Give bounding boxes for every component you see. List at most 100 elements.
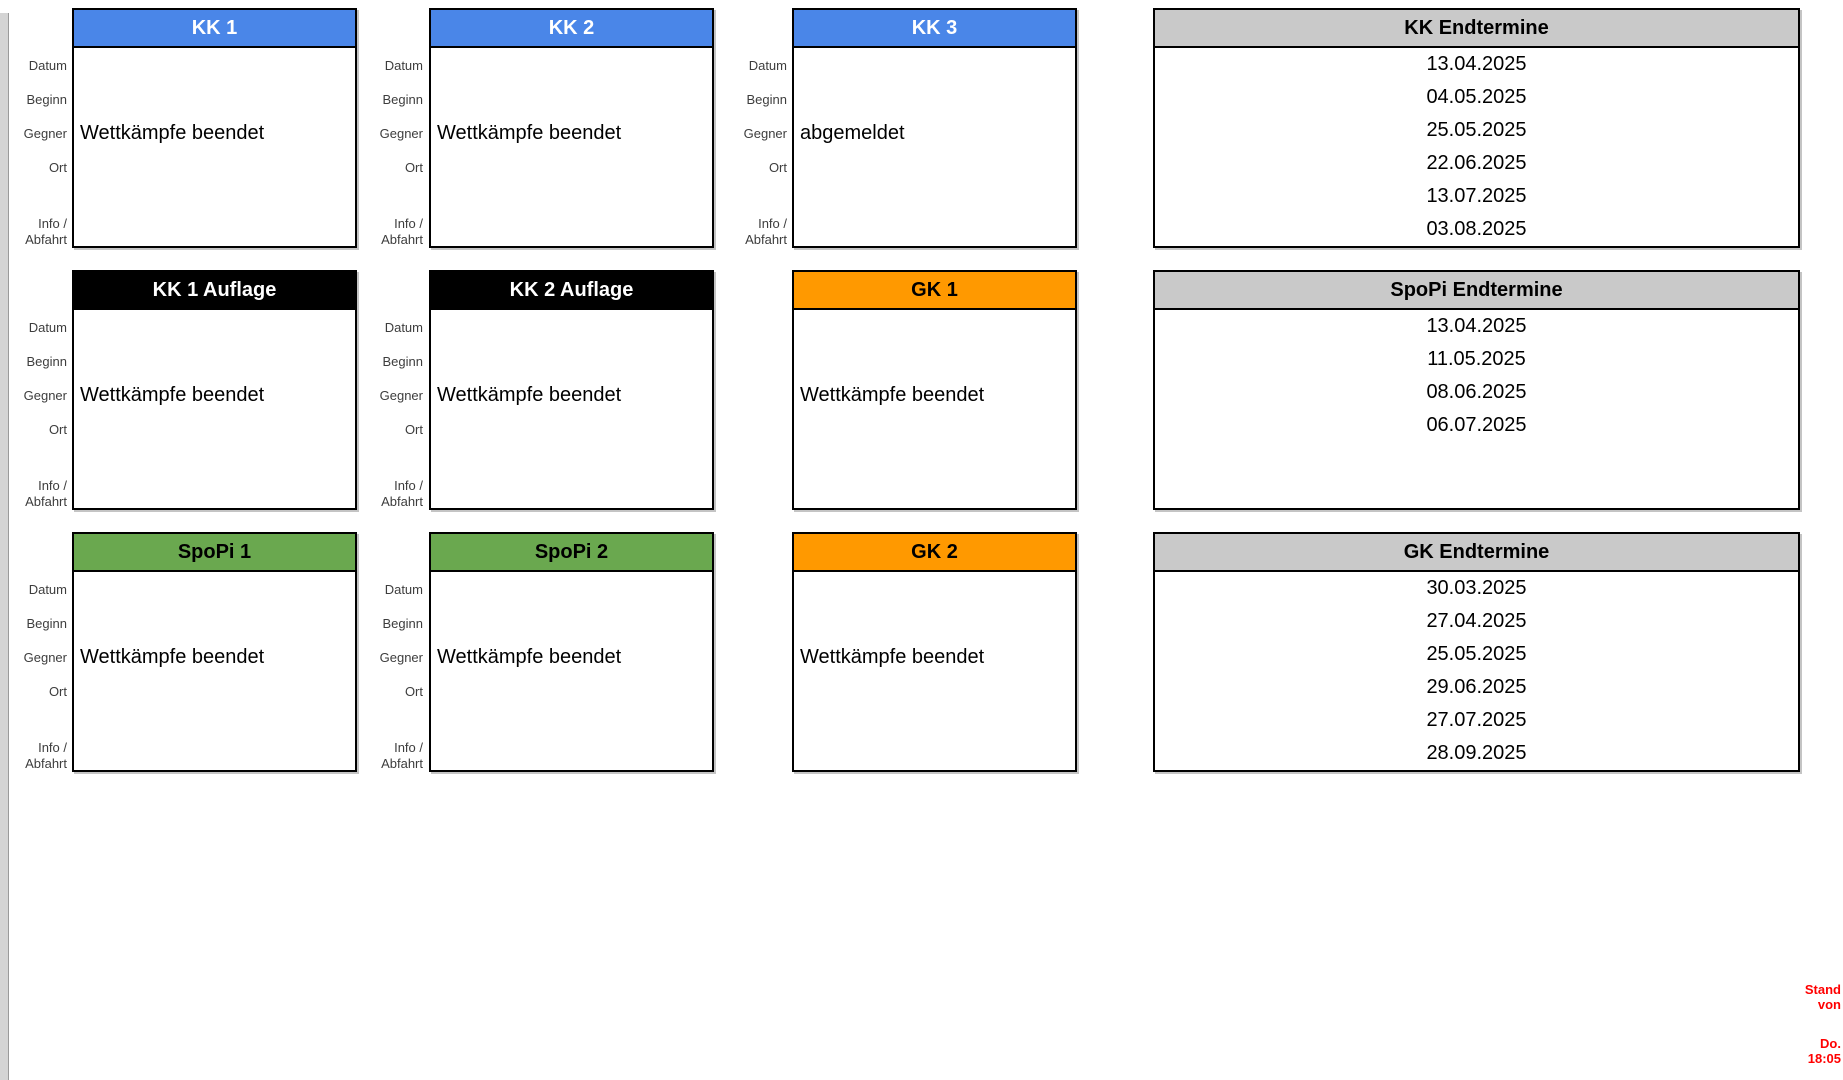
card-spopi2-status: Wettkämpfe beendet <box>437 645 622 668</box>
date-cell: 22.06.2025 <box>1426 152 1527 174</box>
card-spopi2-body: Wettkämpfe beendet <box>429 572 714 772</box>
field-label-ort: Ort <box>768 159 787 175</box>
spopi-endtermine-table: SpoPi Endtermine 13.04.2025 11.05.2025 0… <box>1153 270 1800 510</box>
field-label-datum: Datum <box>384 319 423 335</box>
field-label-gegner: Gegner <box>23 387 67 403</box>
stand-note: Stand von Do. 18:05 <box>1805 982 1841 1066</box>
date-cell: 03.08.2025 <box>1426 218 1527 240</box>
date-cell: 13.04.2025 <box>1426 315 1527 337</box>
field-label-beginn: Beginn <box>382 91 423 107</box>
date-cell: 11.05.2025 <box>1427 348 1526 370</box>
field-labels-kk2: Datum Beginn Gegner Ort Info / Abfahrt <box>357 48 423 248</box>
stand-note-line2: von <box>1817 997 1841 1012</box>
field-label-ort: Ort <box>404 421 423 437</box>
field-label-info-line1: Info / <box>38 478 67 493</box>
card-kk2-status: Wettkämpfe beendet <box>437 121 622 144</box>
field-label-info-line2: Abfahrt <box>25 232 67 247</box>
field-label-beginn: Beginn <box>26 353 67 369</box>
sheet-left-edge-strip <box>0 13 9 1080</box>
spopi-endtermine-header: SpoPi Endtermine <box>1153 270 1800 310</box>
field-label-beginn: Beginn <box>382 615 423 631</box>
card-kk3-header: KK 3 <box>792 8 1077 48</box>
card-gk1-status: Wettkämpfe beendet <box>800 383 985 406</box>
field-label-info-line2: Abfahrt <box>381 756 423 771</box>
card-kk2-auflage-title: KK 2 Auflage <box>509 278 634 301</box>
card-gk2: GK 2 Wettkämpfe beendet <box>792 532 1077 772</box>
card-kk3: KK 3 abgemeldet <box>792 8 1077 248</box>
field-label-datum: Datum <box>748 57 787 73</box>
field-labels-kk1: Datum Beginn Gegner Ort Info / Abfahrt <box>1 48 67 248</box>
card-gk1-header: GK 1 <box>792 270 1077 310</box>
field-label-gegner: Gegner <box>379 387 423 403</box>
date-cell <box>1155 442 1798 475</box>
date-cell: 25.05.2025 <box>1426 643 1527 665</box>
card-spopi2: SpoPi 2 Wettkämpfe beendet <box>429 532 714 772</box>
card-gk2-header: GK 2 <box>792 532 1077 572</box>
card-kk1-auflage: KK 1 Auflage Wettkämpfe beendet <box>72 270 357 510</box>
field-label-gegner: Gegner <box>23 125 67 141</box>
field-labels-spopi2: Datum Beginn Gegner Ort Info / Abfahrt <box>357 572 423 772</box>
card-kk2-auflage-body: Wettkämpfe beendet <box>429 310 714 510</box>
spopi-endtermine-dates: 13.04.2025 11.05.2025 08.06.2025 06.07.2… <box>1153 310 1800 510</box>
card-kk3-body: abgemeldet <box>792 48 1077 248</box>
field-label-datum: Datum <box>28 581 67 597</box>
date-cell: 13.04.2025 <box>1426 53 1527 75</box>
field-label-info-abfahrt: Info / Abfahrt <box>25 446 67 510</box>
card-gk1-title: GK 1 <box>911 278 958 301</box>
card-spopi2-header: SpoPi 2 <box>429 532 714 572</box>
card-kk2-header: KK 2 <box>429 8 714 48</box>
card-spopi1: SpoPi 1 Wettkämpfe beendet <box>72 532 357 772</box>
field-label-beginn: Beginn <box>382 353 423 369</box>
field-label-info-line1: Info / <box>758 216 787 231</box>
field-label-info-line2: Abfahrt <box>381 232 423 247</box>
gk-endtermine-header: GK Endtermine <box>1153 532 1800 572</box>
card-kk2-auflage-header: KK 2 Auflage <box>429 270 714 310</box>
card-kk1-auflage-title: KK 1 Auflage <box>152 278 277 301</box>
card-kk2-auflage-status: Wettkämpfe beendet <box>437 383 622 406</box>
date-cell <box>1155 475 1798 508</box>
spopi-endtermine-title: SpoPi Endtermine <box>1390 278 1563 301</box>
field-label-ort: Ort <box>48 421 67 437</box>
card-gk1: GK 1 Wettkämpfe beendet <box>792 270 1077 510</box>
field-label-datum: Datum <box>28 57 67 73</box>
field-label-gegner: Gegner <box>23 649 67 665</box>
card-gk1-body: Wettkämpfe beendet <box>792 310 1077 510</box>
field-label-ort: Ort <box>404 159 423 175</box>
field-label-info-line1: Info / <box>38 740 67 755</box>
stand-note-line4: 18:05 <box>1807 1051 1841 1066</box>
field-label-datum: Datum <box>384 581 423 597</box>
field-label-info-abfahrt: Info / Abfahrt <box>745 184 787 248</box>
field-label-ort: Ort <box>48 159 67 175</box>
field-labels-kk1-auflage: Datum Beginn Gegner Ort Info / Abfahrt <box>1 310 67 510</box>
card-gk2-status: Wettkämpfe beendet <box>800 645 985 668</box>
date-cell: 29.06.2025 <box>1426 676 1527 698</box>
kk-endtermine-table: KK Endtermine 13.04.2025 04.05.2025 25.0… <box>1153 8 1800 248</box>
card-kk1-body: Wettkämpfe beendet <box>72 48 357 248</box>
card-kk1-auflage-status: Wettkämpfe beendet <box>80 383 265 406</box>
field-label-info-line1: Info / <box>394 478 423 493</box>
field-labels-spopi1: Datum Beginn Gegner Ort Info / Abfahrt <box>1 572 67 772</box>
card-kk3-status: abgemeldet <box>800 121 905 144</box>
field-label-gegner: Gegner <box>379 649 423 665</box>
date-cell: 06.07.2025 <box>1426 414 1527 436</box>
card-kk1: KK 1 Wettkämpfe beendet <box>72 8 357 248</box>
field-label-gegner: Gegner <box>743 125 787 141</box>
card-kk1-title: KK 1 <box>191 16 238 39</box>
kk-endtermine-dates: 13.04.2025 04.05.2025 25.05.2025 22.06.2… <box>1153 48 1800 248</box>
kk-endtermine-title: KK Endtermine <box>1404 16 1549 39</box>
card-kk1-auflage-header: KK 1 Auflage <box>72 270 357 310</box>
date-cell: 04.05.2025 <box>1426 86 1527 108</box>
field-label-info-abfahrt: Info / Abfahrt <box>381 184 423 248</box>
field-label-info-line2: Abfahrt <box>745 232 787 247</box>
field-label-info-line1: Info / <box>38 216 67 231</box>
field-label-ort: Ort <box>404 683 423 699</box>
field-label-info-abfahrt: Info / Abfahrt <box>25 708 67 772</box>
card-kk3-title: KK 3 <box>911 16 958 39</box>
date-cell: 27.04.2025 <box>1426 610 1527 632</box>
field-label-info-line2: Abfahrt <box>381 494 423 509</box>
card-kk2: KK 2 Wettkämpfe beendet <box>429 8 714 248</box>
stand-note-line3: Do. <box>1820 1036 1841 1051</box>
date-cell: 27.07.2025 <box>1426 709 1527 731</box>
card-spopi2-title: SpoPi 2 <box>534 540 609 563</box>
field-label-gegner: Gegner <box>379 125 423 141</box>
